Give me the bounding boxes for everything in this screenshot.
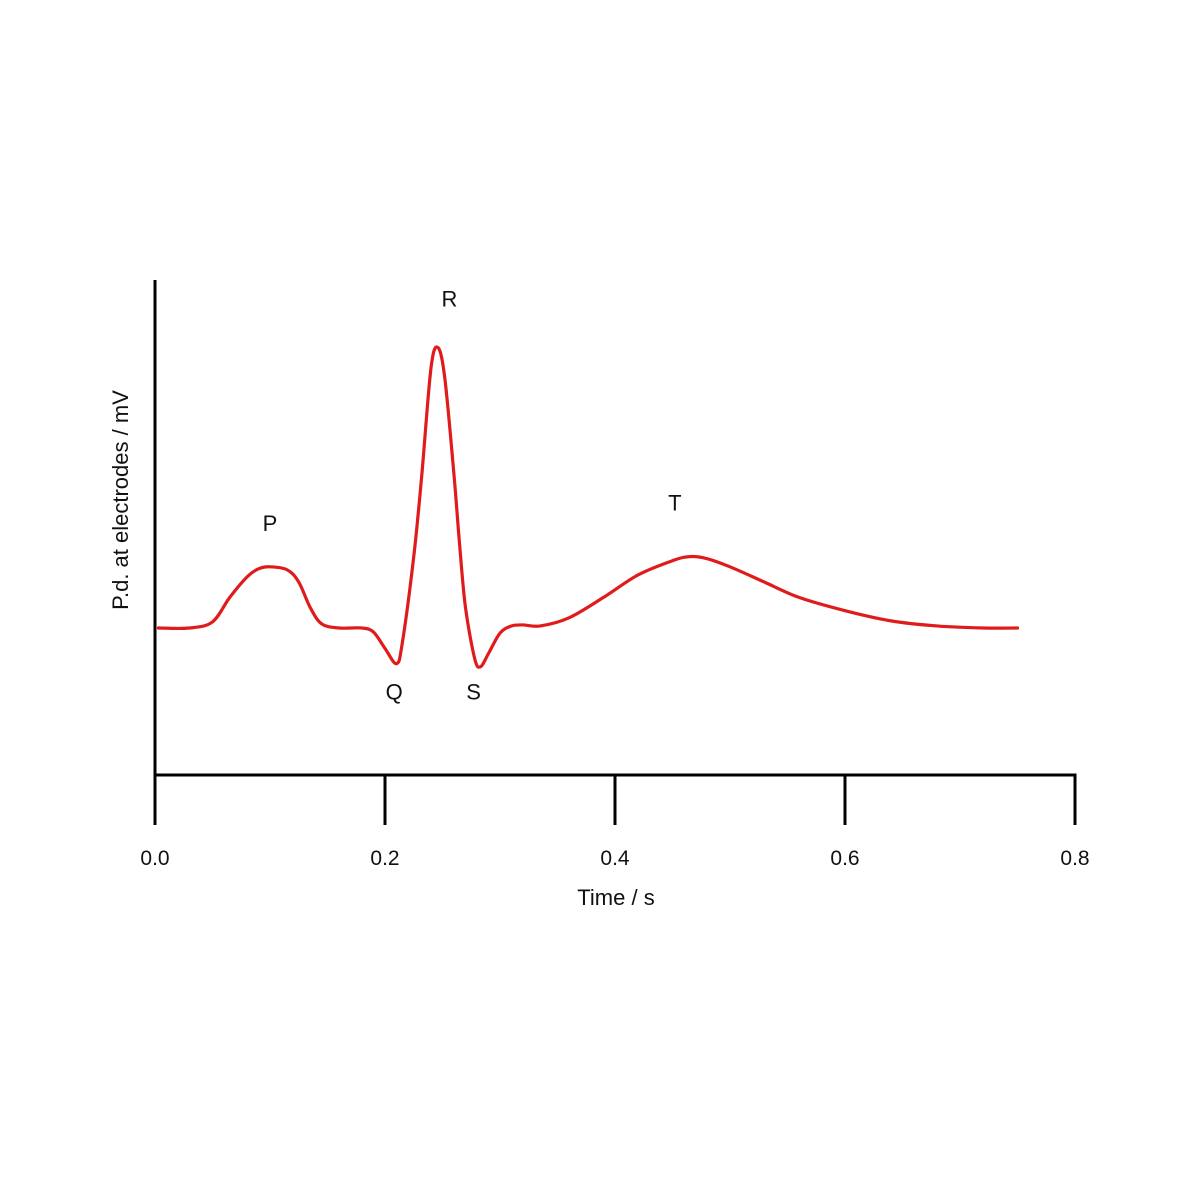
x-tick-label: 0.8 xyxy=(1060,847,1089,870)
wave-label-s: S xyxy=(466,679,481,704)
x-tick-label: 0.2 xyxy=(370,847,399,870)
wave-label-t: T xyxy=(668,491,681,516)
x-axis-label: Time / s xyxy=(577,885,654,910)
wave-label-r: R xyxy=(441,287,457,312)
annotation-layer: P Q R S T xyxy=(263,287,682,705)
axes: 0.0 0.2 0.4 0.6 0.8 xyxy=(140,280,1090,870)
y-axis-label: P.d. at electrodes / mV xyxy=(108,390,133,610)
wave-label-q: Q xyxy=(386,679,403,704)
wave-label-p: P xyxy=(263,511,278,536)
x-tick-label: 0.6 xyxy=(830,847,859,870)
x-tick-label: 0.0 xyxy=(140,847,169,870)
ecg-trace-line xyxy=(156,345,1020,669)
series-layer xyxy=(156,345,1020,669)
x-tick-label: 0.4 xyxy=(600,847,630,870)
